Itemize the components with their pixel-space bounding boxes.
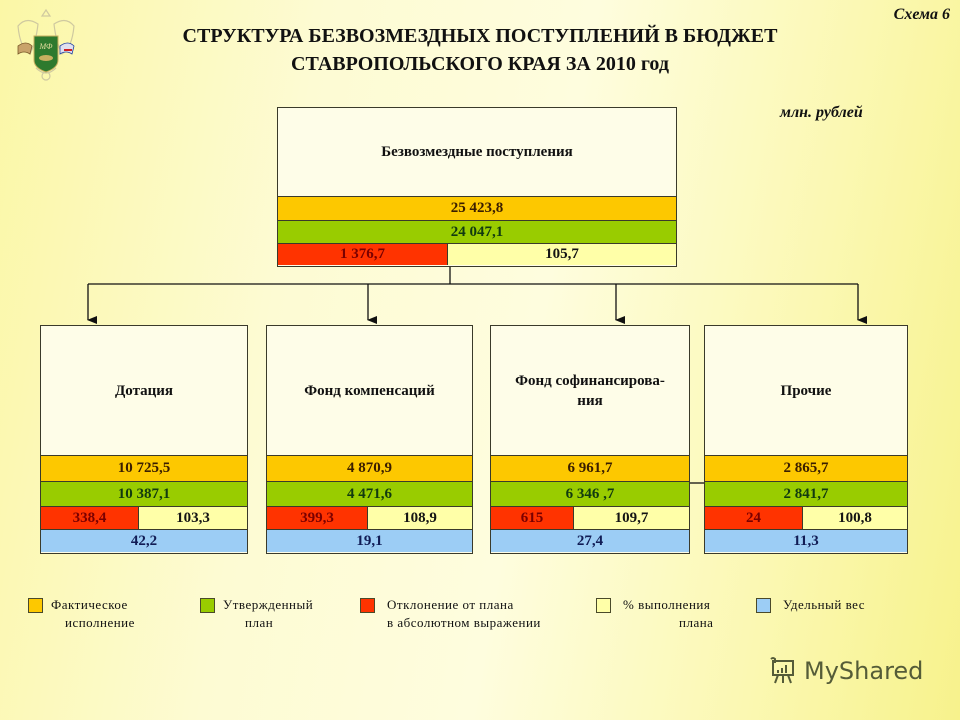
root-node-title: Безвозмездные поступления: [278, 108, 676, 197]
child-share-value: 27,4: [491, 530, 689, 552]
legend-swatch-percent: [596, 598, 611, 613]
child-title: Дотация: [41, 326, 247, 456]
title-line-1: СТРУКТУРА БЕЗВОЗМЕЗДНЫХ ПОСТУПЛЕНИЙ В БЮ…: [182, 25, 778, 47]
child-box-compensation-fund: Фонд компенсаций 4 870,9 4 471,6 399,3 1…: [266, 325, 473, 554]
child-share-value: 11,3: [705, 530, 907, 552]
legend-label: плана: [679, 615, 714, 630]
root-deviation-value: 1 376,7: [278, 244, 448, 265]
child-plan-value: 10 387,1: [41, 482, 247, 507]
legend-label: % выполнения: [623, 597, 711, 612]
child-actual-value: 4 870,9: [267, 456, 472, 482]
watermark-text: MyShared: [804, 657, 924, 685]
child-box-dotation: Дотация 10 725,5 10 387,1 338,4 103,3 42…: [40, 325, 248, 554]
child-deviation-value: 615: [491, 507, 574, 529]
presentation-board-icon: [770, 657, 794, 684]
legend-label: Удельный вес: [783, 597, 866, 612]
child-deviation-row: 399,3 108,9: [267, 507, 472, 530]
child-deviation-row: 338,4 103,3: [41, 507, 247, 530]
child-deviation-value: 24: [705, 507, 803, 529]
legend-swatch-deviation: [360, 598, 375, 613]
legend-swatch-plan: [200, 598, 215, 613]
page-title: СТРУКТУРА БЕЗВОЗМЕЗДНЫХ ПОСТУПЛЕНИЙ В БЮ…: [90, 22, 870, 78]
child-plan-value: 6 346 ,7: [491, 482, 689, 507]
legend-item-deviation: Отклонение от плана в абсолютном выражени…: [360, 596, 541, 632]
legend-item-percent: % выполнения плана: [596, 596, 713, 632]
child-plan-value: 2 841,7: [705, 482, 907, 507]
legend-swatch-share: [756, 598, 771, 613]
legend-item-plan: Утвержденный план: [200, 596, 313, 632]
units-label: млн. рублей: [780, 104, 863, 121]
myshared-watermark[interactable]: MyShared: [768, 656, 923, 686]
child-share-value: 19,1: [267, 530, 472, 552]
legend-label: исполнение: [65, 615, 135, 630]
root-deviation-row: 1 376,7 105,7: [278, 244, 676, 265]
root-node-box: Безвозмездные поступления 25 423,8 24 04…: [277, 107, 677, 267]
root-percent-value: 105,7: [448, 244, 676, 265]
svg-text:МФ: МФ: [39, 42, 53, 51]
child-share-value: 42,2: [41, 530, 247, 552]
child-percent-value: 108,9: [368, 507, 472, 529]
child-actual-value: 2 865,7: [705, 456, 907, 482]
child-percent-value: 109,7: [574, 507, 689, 529]
ministry-emblem-icon: МФ: [17, 8, 75, 81]
scheme-label: Схема 6: [893, 6, 950, 23]
legend: Фактическое исполнение Утвержденный план О…: [28, 596, 928, 636]
child-plan-value: 4 471,6: [267, 482, 472, 507]
child-percent-value: 100,8: [803, 507, 907, 529]
legend-label: Отклонение от плана: [387, 597, 514, 612]
child-deviation-row: 615 109,7: [491, 507, 689, 530]
child-title: Фонд компенсаций: [267, 326, 472, 456]
child-box-other: Прочие 2 865,7 2 841,7 24 100,8 11,3: [704, 325, 908, 554]
child-box-cofinancing-fund: Фонд софинансирова-ния 6 961,7 6 346 ,7 …: [490, 325, 690, 554]
root-actual-value: 25 423,8: [278, 197, 676, 221]
legend-label: план: [245, 615, 274, 630]
child-deviation-value: 338,4: [41, 507, 139, 529]
child-percent-value: 103,3: [139, 507, 247, 529]
legend-label: Фактическое: [51, 597, 128, 612]
child-title: Прочие: [705, 326, 907, 456]
title-line-2: СТАВРОПОЛЬСКОГО КРАЯ ЗА 2010 год: [291, 53, 669, 75]
root-plan-value: 24 047,1: [278, 221, 676, 244]
child-actual-value: 6 961,7: [491, 456, 689, 482]
child-actual-value: 10 725,5: [41, 456, 247, 482]
child-deviation-value: 399,3: [267, 507, 368, 529]
legend-item-actual: Фактическое исполнение: [28, 596, 135, 632]
child-deviation-row: 24 100,8: [705, 507, 907, 530]
legend-label: в абсолютном выражении: [387, 615, 541, 630]
legend-label: Утвержденный: [223, 597, 314, 612]
child-title: Фонд софинансирова-ния: [491, 326, 689, 456]
legend-swatch-actual: [28, 598, 43, 613]
legend-item-share: Удельный вес: [756, 596, 865, 614]
